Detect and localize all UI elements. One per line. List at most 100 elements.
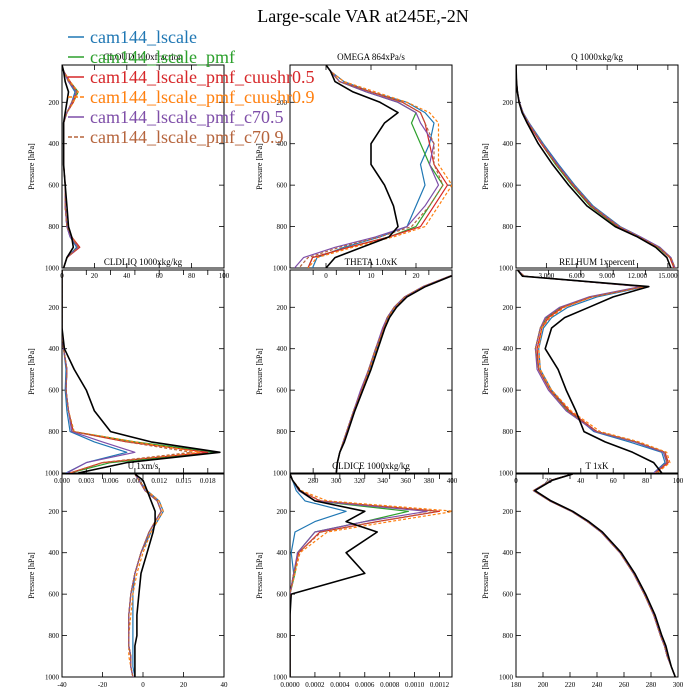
x-tick-label: 3.000 <box>539 272 555 280</box>
legend: cam144_lscalecam144_lscale_pmfcam144_lsc… <box>68 27 314 147</box>
y-tick-label: 400 <box>49 345 60 353</box>
y-tick-label: 1000 <box>45 674 60 682</box>
series-line-cam144-lscale <box>62 270 128 473</box>
y-tick-label: 1000 <box>273 674 288 682</box>
y-tick-label: 600 <box>277 182 288 190</box>
panel-u: -40 -20 0 20 40 200 400 600 800 1000 Pressure [hPa… <box>27 461 228 689</box>
x-tick-label: 0 <box>141 681 145 689</box>
x-tick-label: 0.003 <box>78 477 94 485</box>
x-tick-label: 40 <box>123 272 131 280</box>
series-line-cam144-lscale-pmf-cuushr0-9 <box>307 65 452 268</box>
x-tick-label: 0.018 <box>200 477 216 485</box>
series-line-cam144-lscale-pmf-cuushr0-5 <box>62 270 209 473</box>
series-line-cam144-lscale-pmf-cuushr0-9 <box>532 474 676 677</box>
plot-frame <box>289 473 453 678</box>
plot-frame <box>61 473 225 678</box>
x-tick-label: 300 <box>331 477 342 485</box>
series-line-obs <box>62 65 75 268</box>
x-tick-label: 0.006 <box>103 477 119 485</box>
panel-title: CLDICE 1000xkg/kg <box>332 461 410 471</box>
x-tick-label: 360 <box>400 477 411 485</box>
y-tick-label: 400 <box>503 345 514 353</box>
panel-title: Q 1000xkg/kg <box>571 52 623 62</box>
y-axis-label: Pressure [hPa] <box>27 552 36 599</box>
y-tick-label: 1000 <box>499 674 514 682</box>
x-tick-label: 280 <box>308 477 319 485</box>
series-group <box>516 270 671 473</box>
y-tick-label: 200 <box>49 508 60 516</box>
y-tick-label: 800 <box>503 632 514 640</box>
x-tick-label: 200 <box>538 681 549 689</box>
y-tick-label: 600 <box>49 182 60 190</box>
series-line-cam144-lscale-pmf-cuushr0-9 <box>335 275 452 473</box>
series-group <box>294 65 452 268</box>
legend-label: cam144_lscale_pmf_c70.9 <box>90 127 283 147</box>
series-line-cam144-lscale-pmf <box>516 65 675 268</box>
series-line-cam144-lscale-pmf-c70-5 <box>62 270 136 473</box>
series-group <box>62 270 221 473</box>
series-line-cam144-lscale-pmf-cuushr0-9 <box>516 65 676 268</box>
y-tick-label: 800 <box>49 223 60 231</box>
series-line-obs <box>534 474 677 677</box>
x-tick-label: 6.000 <box>569 272 585 280</box>
x-tick-label: 260 <box>619 681 630 689</box>
legend-label: cam144_lscale <box>90 27 197 47</box>
y-axis-label: Pressure [hPa] <box>27 348 36 395</box>
series-group <box>516 65 676 268</box>
series-line-cam144-lscale-pmf-c70-9 <box>335 275 452 473</box>
y-axis-label: Pressure [hPa] <box>255 552 264 599</box>
panel-t: 180 200 220 240 260 280 300 200 400 600 800 1000 Pre… <box>481 461 684 689</box>
x-tick-label: 20 <box>413 272 421 280</box>
panel-title: U 1xm/s <box>128 461 159 471</box>
series-line-cam144-lscale-pmf-c70-5 <box>335 275 452 473</box>
y-tick-label: 1000 <box>273 265 288 273</box>
y-tick-label: 600 <box>503 591 514 599</box>
x-tick-label: 12.000 <box>628 272 648 280</box>
y-tick-label: 400 <box>503 140 514 148</box>
y-tick-label: 600 <box>277 387 288 395</box>
series-line-cam144-lscale-pmf-c70-9 <box>532 474 676 677</box>
y-tick-label: 600 <box>503 387 514 395</box>
series-line-cam144-lscale-pmf-c70-5 <box>532 474 676 677</box>
series-group <box>335 275 452 473</box>
panel-theta: 280 300 320 340 360 380 4002004006008001000Pre… <box>255 257 458 485</box>
series-line-cam144-lscale-pmf-cuushr0-5 <box>128 474 162 677</box>
y-tick-label: 600 <box>49 387 60 395</box>
x-tick-label: 40 <box>221 681 229 689</box>
plot-frame <box>61 64 225 269</box>
series-line-cam144-lscale-pmf-c70-9 <box>128 474 162 677</box>
y-tick-label: 200 <box>503 508 514 516</box>
series-line-cam144-lscale-pmf-c70-9 <box>290 474 438 677</box>
panel-title: OMEGA 864xPa/s <box>337 52 405 62</box>
x-tick-label: 220 <box>565 681 576 689</box>
y-tick-label: 800 <box>277 223 288 231</box>
series-line-cam144-lscale-pmf-c70-9 <box>298 65 444 268</box>
y-tick-label: 1000 <box>499 265 514 273</box>
y-tick-label: 800 <box>277 632 288 640</box>
panel-omega: 0 10 20 200 400 600 800 1000 Pressure [hPa] OMEGA… <box>255 52 453 280</box>
y-axis-label: Pressure [hPa] <box>255 348 264 395</box>
plot-frame <box>515 473 679 678</box>
y-axis-label: Pressure [hPa] <box>481 348 490 395</box>
x-tick-label: 0.0002 <box>305 681 325 689</box>
panel-title: CLOUD 100xfraction <box>103 52 183 62</box>
series-line-obs <box>290 474 379 677</box>
y-tick-label: 600 <box>49 591 60 599</box>
y-tick-label: 200 <box>277 99 288 107</box>
y-tick-label: 800 <box>277 428 288 436</box>
x-tick-label: 320 <box>354 477 365 485</box>
series-line-cam144-lscale-pmf <box>335 275 452 473</box>
plot-frame <box>289 269 453 474</box>
x-tick-label: 280 <box>646 681 657 689</box>
series-line-cam144-lscale <box>517 270 666 473</box>
series-line-obs <box>516 270 663 473</box>
y-tick-label: 200 <box>277 508 288 516</box>
legend-label: cam144_lscale_pmf_cuushr0.9 <box>90 87 314 107</box>
x-tick-label: 60 <box>610 477 618 485</box>
panel-cldliq: 0.000 0.003 0.006 0.009 0.012 0.015 0.01820040… <box>27 257 225 485</box>
series-line-obs <box>62 270 221 473</box>
y-tick-label: 400 <box>49 549 60 557</box>
y-tick-label: 200 <box>49 99 60 107</box>
y-axis-label: Pressure [hPa] <box>27 143 36 190</box>
